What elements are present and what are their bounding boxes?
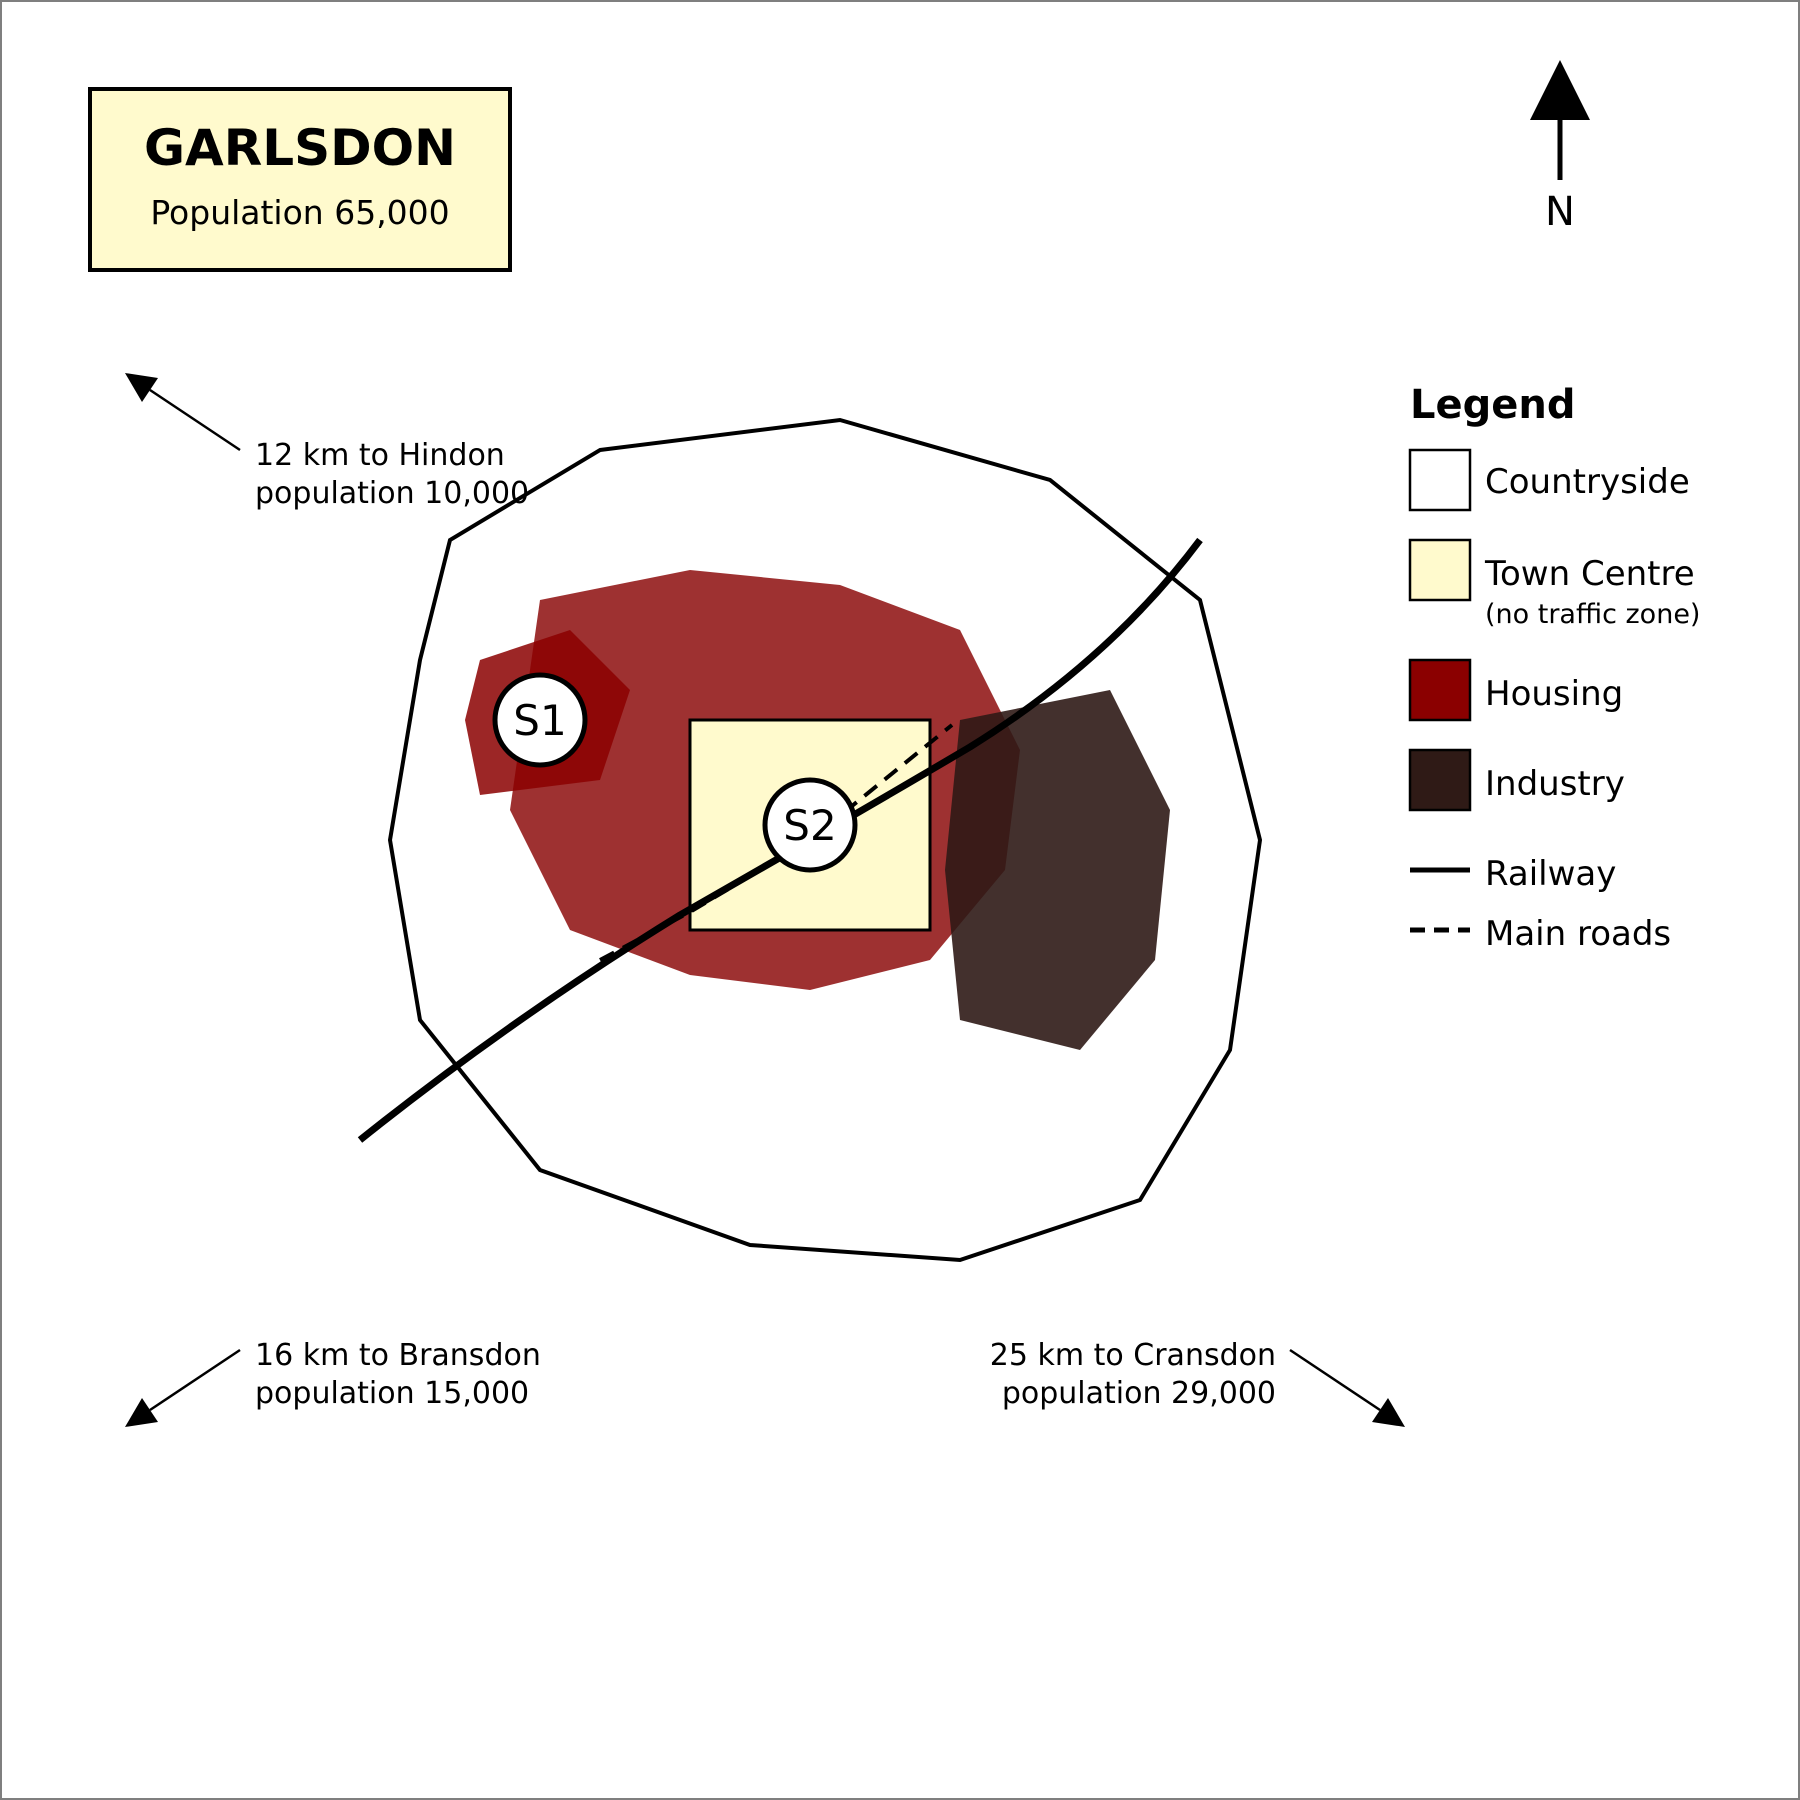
legend-swatch-housing [1408,658,1472,722]
arrow-southwest-icon [125,1398,158,1427]
destination-cransdon-population: population 29,000 [1002,1376,1276,1411]
arrow-northwest-shaft [149,388,241,452]
arrow-southwest-shaft [149,1348,241,1412]
site-marker-s1[interactable]: S1 [492,672,588,768]
title-box: GARLSDON Population 65,000 [88,87,512,272]
destination-bransdon-population: population 15,000 [255,1376,529,1411]
destination-cransdon-distance: 25 km to Cransdon [990,1338,1276,1373]
site-marker-s2-circle [762,777,858,873]
legend-label-housing: Housing [1485,674,1623,714]
legend-label-town-centre: Town Centre [1484,554,1695,594]
destination-hindon: 12 km to Hindon population 10,000 [125,373,529,511]
arrow-northwest-icon [125,373,158,402]
arrow-southeast-icon [1372,1398,1405,1427]
destination-bransdon: 16 km to Bransdon population 15,000 [125,1338,541,1427]
site-marker-s2[interactable]: S2 [762,777,858,873]
site-marker-s1-circle [492,672,588,768]
site-label-s2: S2 [783,801,836,850]
industry-area [945,690,1170,1050]
destination-bransdon-distance: 16 km to Bransdon [255,1338,541,1373]
title-box-background [88,87,512,272]
north-label: N [1545,189,1575,235]
legend-label-industry: Industry [1485,764,1625,804]
destination-cransdon: 25 km to Cransdon population 29,000 [990,1338,1405,1427]
north-arrow-icon [1530,60,1590,120]
legend-title: Legend [1410,382,1576,428]
legend-label-main-roads: Main roads [1485,914,1671,954]
destination-hindon-population: population 10,000 [255,476,529,511]
town-population: Population 65,000 [150,193,449,232]
legend-swatch-industry [1408,748,1472,812]
legend-swatch-town-centre [1408,538,1472,602]
site-label-s1: S1 [513,696,566,745]
north-arrow: N [1530,60,1590,235]
town-name: GARLSDON [144,119,456,177]
legend-label-countryside: Countryside [1485,462,1690,502]
destination-hindon-distance: 12 km to Hindon [255,438,505,473]
arrow-southeast-shaft [1289,1348,1381,1412]
legend-label-railway: Railway [1485,854,1616,894]
legend: Legend Countryside Town Centre (no traff… [1408,382,1700,954]
legend-sublabel-town-centre: (no traffic zone) [1485,599,1700,630]
legend-swatch-countryside [1408,448,1472,512]
